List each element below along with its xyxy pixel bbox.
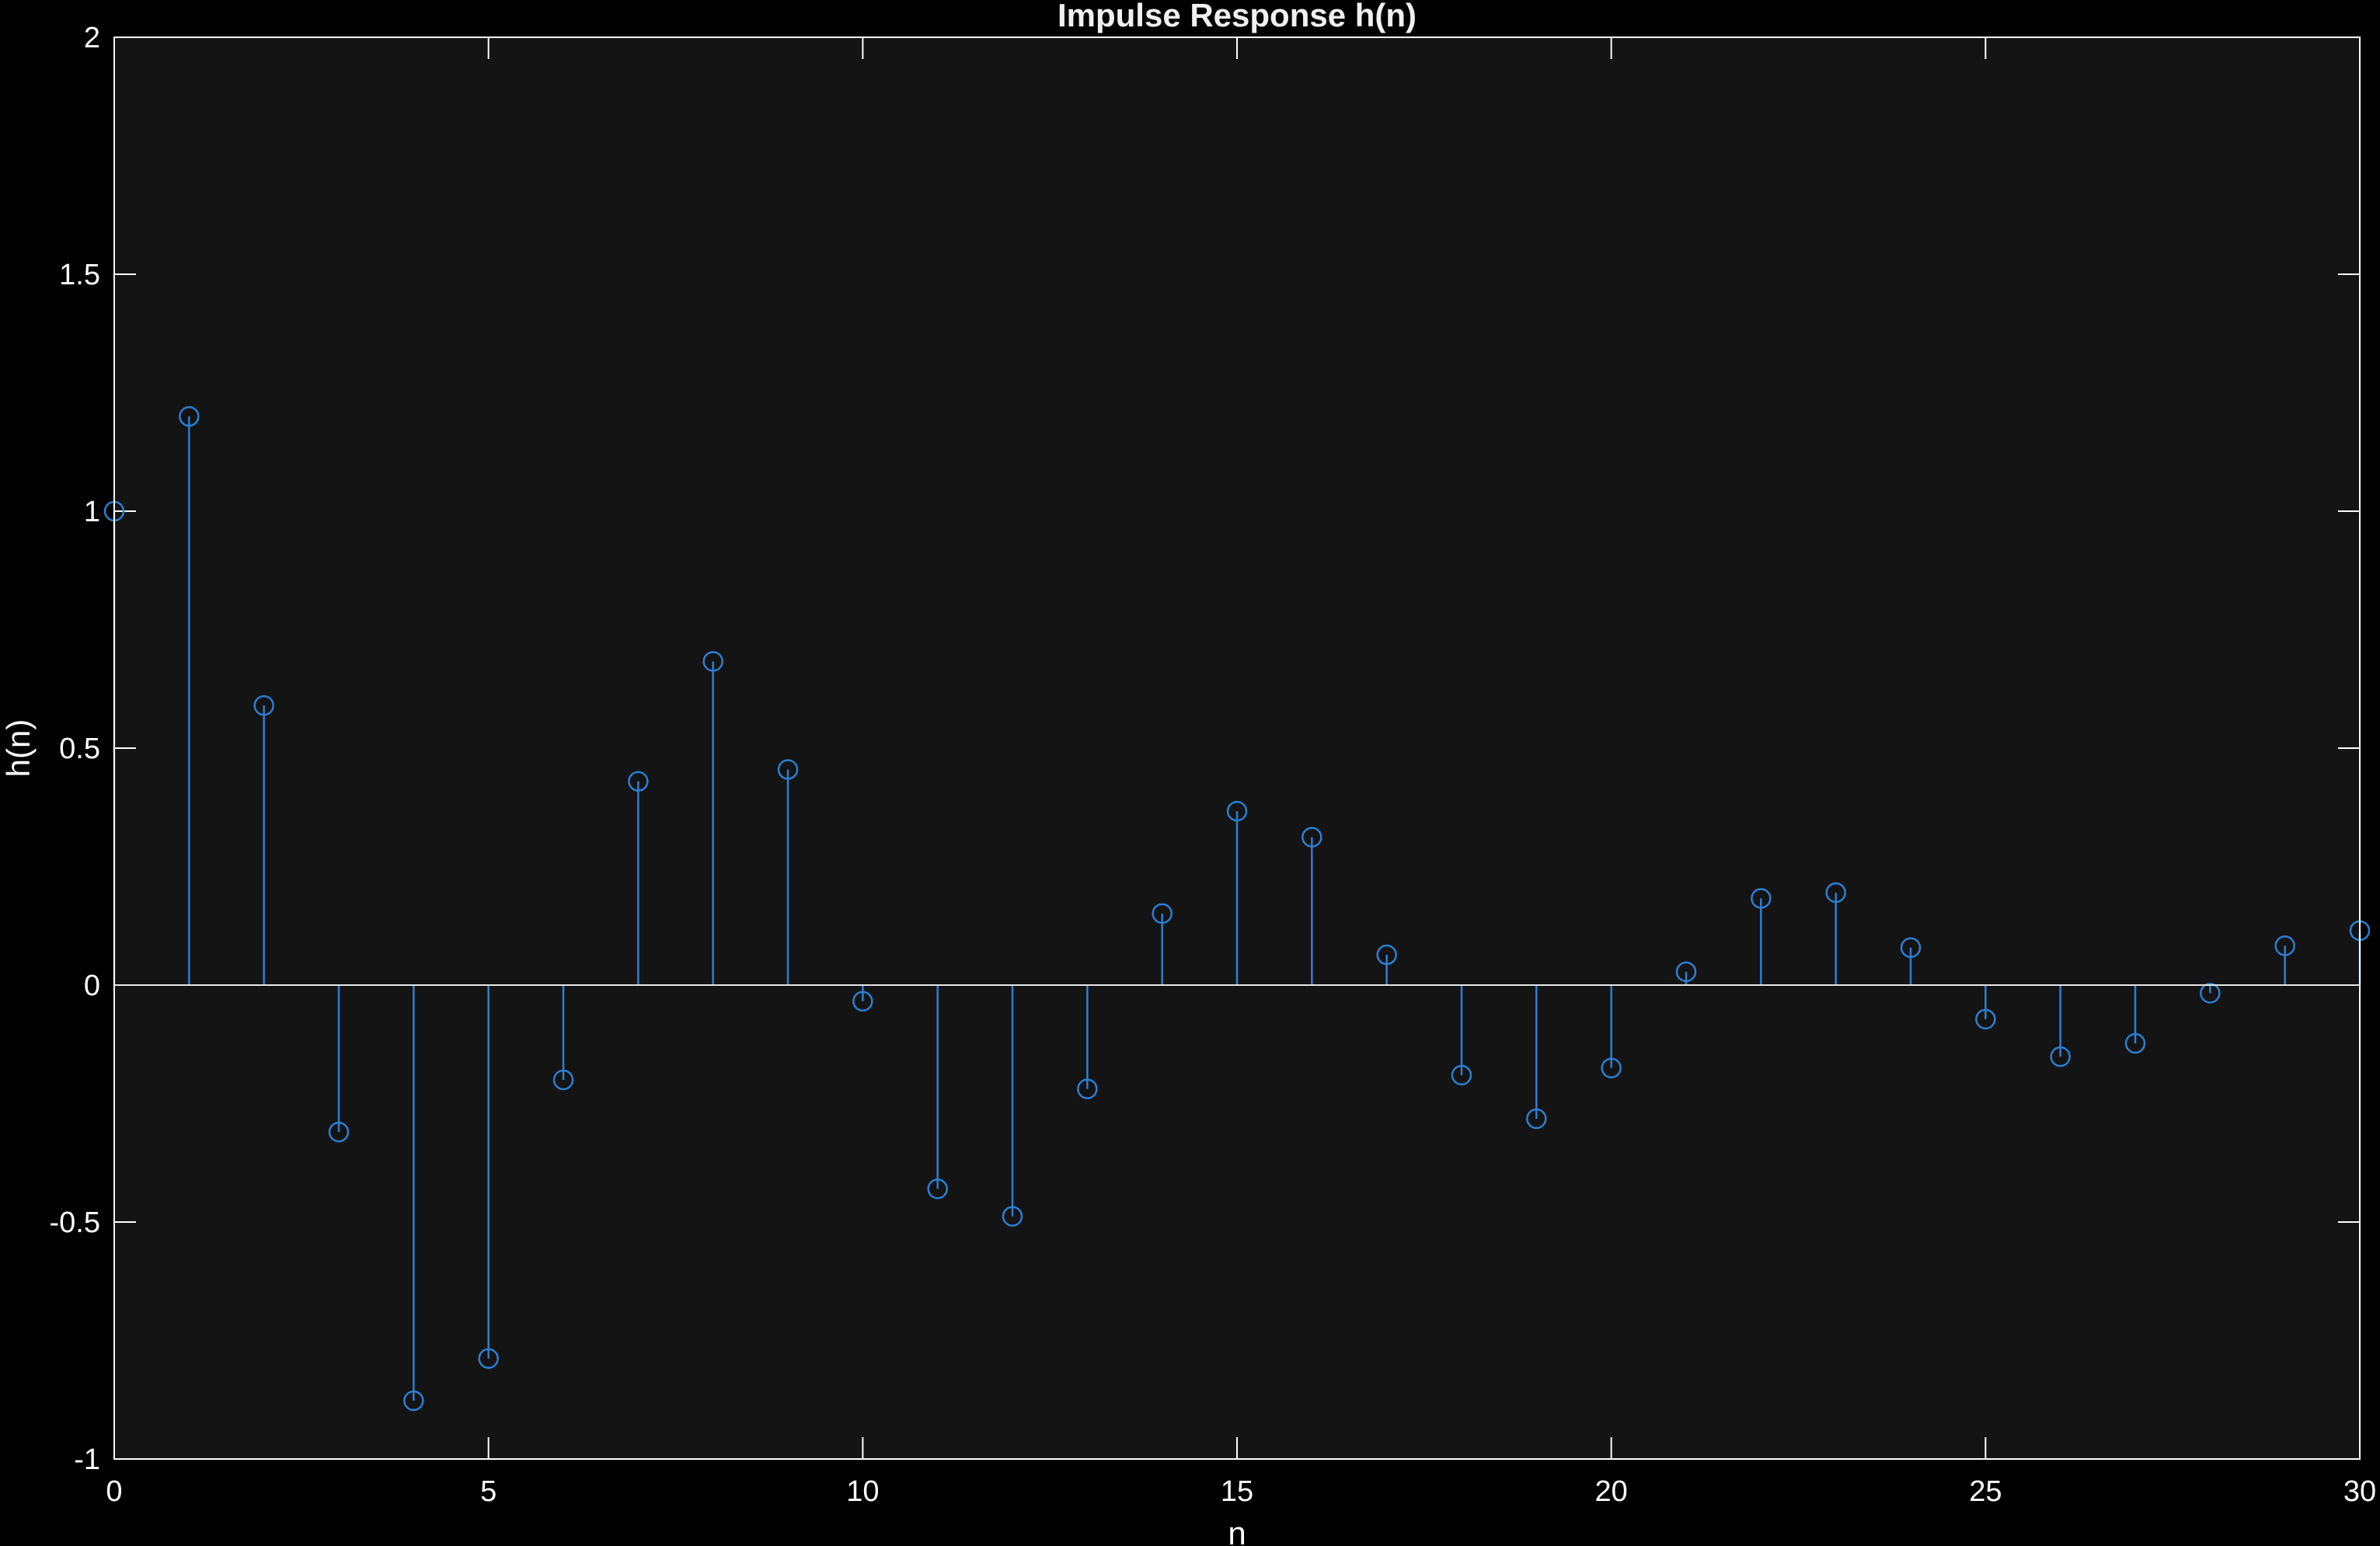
stem-marker	[328, 1121, 350, 1143]
stem-marker	[1751, 888, 1772, 909]
stem-marker	[777, 759, 799, 780]
stem-marker	[478, 1348, 499, 1369]
x-tick-label: 5	[480, 1475, 497, 1508]
y-axis-label: h(n)	[0, 719, 37, 778]
stem-marker	[927, 1179, 948, 1200]
x-axis-label: n	[1228, 1515, 1246, 1546]
stem-marker	[2200, 983, 2221, 1004]
stem-marker	[403, 1390, 424, 1412]
stem-marker	[1900, 937, 1922, 959]
stem-marker	[702, 651, 723, 672]
axes-frame	[113, 37, 2361, 1460]
axes-box	[113, 37, 2361, 1460]
stem-marker	[1302, 827, 1322, 848]
y-tick-label: 1	[84, 496, 100, 528]
stem-marker	[2274, 935, 2295, 956]
y-tick-label: 1.5	[59, 259, 100, 291]
stem-marker	[1975, 1008, 1996, 1030]
y-tick-label: 2	[84, 22, 100, 54]
stem-marker	[179, 406, 200, 427]
stem-marker	[1226, 800, 1248, 822]
x-tick-label: 25	[1969, 1475, 2002, 1508]
stem-marker	[2124, 1032, 2146, 1054]
stem-marker	[1675, 961, 1697, 983]
axes-background	[114, 37, 2360, 1459]
y-tick-label: -1	[74, 1443, 100, 1476]
tick-labels: 0 5 10 15 20 25 30 -1 -0.5 0 0.5 1 1.5 2	[50, 22, 2377, 1508]
y-tick-label: -0.5	[50, 1207, 100, 1239]
stem-marker	[628, 771, 649, 792]
stem-marker	[1825, 882, 1846, 904]
stem-marker	[2050, 1046, 2071, 1067]
stem-marker	[1451, 1064, 1472, 1086]
stem-marker	[1526, 1108, 1547, 1130]
stem-marker	[552, 1069, 574, 1091]
stem-marker	[852, 991, 873, 1012]
y-tick-label: 0.5	[59, 733, 100, 765]
stem-marker	[253, 695, 274, 716]
x-tick-label: 30	[2343, 1475, 2376, 1508]
stem-marker	[1152, 903, 1173, 924]
y-tick-label: 0	[84, 970, 100, 1002]
chart-title: Impulse Response h(n)	[1058, 0, 1417, 33]
x-tick-label: 10	[846, 1475, 879, 1508]
stem-marker	[1601, 1057, 1622, 1078]
x-tick-label: 20	[1595, 1475, 1628, 1508]
stem-marker	[1077, 1078, 1098, 1099]
x-tick-label: 0	[106, 1475, 122, 1508]
stem-marker	[1002, 1206, 1023, 1227]
x-tick-label: 15	[1221, 1475, 1253, 1508]
stem-marker	[1376, 944, 1397, 966]
